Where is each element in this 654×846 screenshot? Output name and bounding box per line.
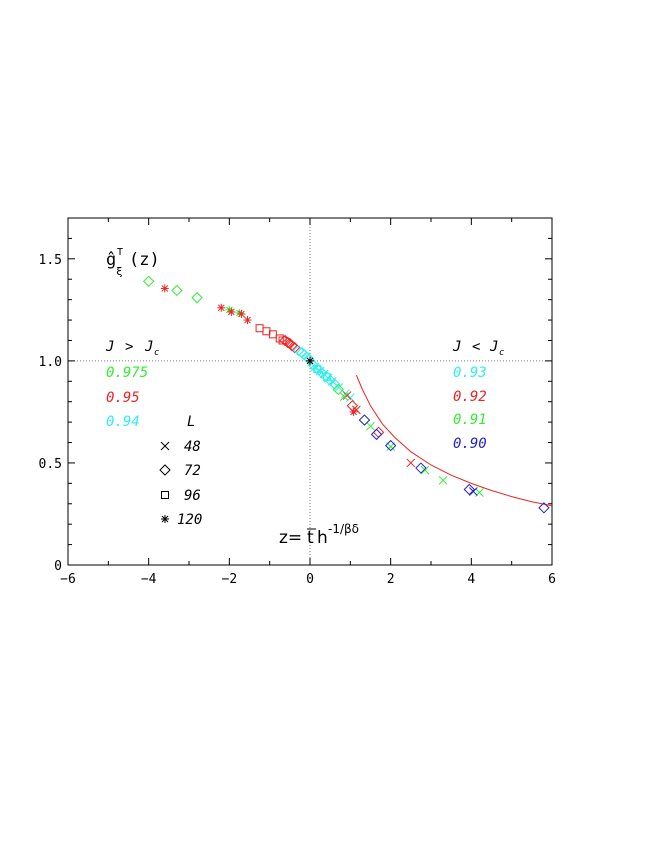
data-point [279, 334, 291, 347]
data-point [339, 392, 349, 401]
legend-left: J > J c 0.975 0.95 0.94 [105, 339, 159, 430]
data-point [349, 407, 358, 416]
data-point [243, 316, 252, 325]
y-label-main: ĝ [106, 250, 116, 270]
data-point [142, 275, 155, 287]
legend-right: J < J c 0.93 0.92 0.91 0.90 [452, 339, 504, 452]
x-tick-label: 4 [467, 572, 475, 587]
y-tick-label: 0.5 [39, 457, 62, 472]
x-tick-label: −2 [222, 572, 238, 587]
legend-left-2: 0.94 [106, 414, 140, 430]
y-label-sub: ξ [116, 265, 123, 278]
data-point [329, 378, 341, 391]
data-point [315, 366, 325, 376]
data-point [415, 462, 427, 474]
x-tick-label: 2 [387, 572, 395, 587]
legend-right-0: 0.93 [453, 365, 487, 381]
x-tick-label: 0 [306, 572, 314, 587]
y-label-arg: (z) [129, 250, 160, 270]
legend-right-3: 0.90 [453, 436, 487, 452]
x-label-h: h [317, 528, 328, 548]
data-point [322, 373, 331, 382]
data-point [275, 334, 284, 343]
data-point [286, 339, 298, 352]
data-point [332, 383, 344, 396]
data-point [306, 356, 314, 365]
legend-marker-star [161, 515, 169, 523]
data-point [268, 330, 277, 339]
legend-right-Jc: J [489, 339, 498, 355]
data-point [237, 309, 246, 318]
axis-ticks [67, 217, 553, 566]
data-point [468, 487, 478, 496]
legend-left-Jc: J [144, 339, 153, 355]
data-point [372, 426, 385, 439]
data-point [292, 344, 305, 357]
legend-L-label-1: 72 [184, 463, 201, 479]
data-point [342, 391, 352, 400]
x-label-t: t [307, 528, 314, 548]
legend-left-sub: c [154, 348, 159, 358]
data-point [370, 428, 383, 441]
legend-L-label-2: 96 [184, 488, 201, 504]
data-point [358, 414, 371, 426]
legend-right-J: J [452, 339, 461, 355]
legend-right-2: 0.91 [453, 412, 487, 428]
data-point [438, 475, 448, 485]
data-point [217, 303, 226, 312]
reference-lines [68, 218, 552, 565]
legend-marker-cross [160, 441, 170, 451]
x-tick-label: 6 [548, 572, 556, 587]
y-tick-label: 1.5 [39, 253, 62, 268]
legend-left-1: 0.95 [106, 390, 140, 406]
data-point [255, 324, 264, 333]
data-point [366, 421, 375, 431]
legend-left-J: J [105, 339, 114, 355]
data-point [406, 458, 416, 468]
data-point [313, 365, 322, 374]
x-label-left: z= [279, 528, 302, 548]
y-tick-label: 1.0 [39, 355, 62, 370]
legend-marker-diamond [159, 464, 171, 476]
legend-L: L 48 72 96 120 [159, 414, 202, 528]
data-point [420, 465, 430, 475]
data-points [142, 275, 550, 514]
data-point [160, 284, 169, 293]
data-point [278, 336, 287, 345]
legend-right-rel: < [472, 339, 480, 355]
data-point [171, 284, 183, 297]
data-point [262, 327, 271, 336]
legend-L-label-3: 120 [177, 512, 202, 528]
legend-right-1: 0.92 [453, 389, 487, 405]
x-tick-label: −4 [141, 572, 157, 587]
data-point [538, 502, 550, 514]
data-point [227, 307, 236, 316]
y-label-sup: T [117, 247, 123, 258]
data-point [324, 374, 336, 386]
legend-L-label-0: 48 [184, 439, 201, 455]
legend-right-sub: c [499, 348, 504, 358]
data-point [327, 376, 337, 386]
legend-marker-square [161, 491, 169, 499]
x-tick-label: −6 [60, 572, 76, 587]
legend-left-rel: > [125, 339, 133, 355]
y-axis-label: ĝ ξ T (z) [106, 247, 160, 278]
y-tick-label: 0 [54, 559, 62, 574]
data-point [463, 483, 476, 496]
axis-tick-labels: −6 −4 −2 0 2 4 6 0 0.5 1.0 1.5 [39, 253, 556, 587]
legend-left-0: 0.975 [106, 365, 148, 381]
data-point [310, 362, 320, 372]
legend-L-title: L [187, 414, 195, 430]
data-point [384, 439, 397, 452]
fit-curve [355, 375, 553, 507]
x-axis-label: z= t h -1/βδ [279, 522, 359, 548]
data-point [191, 291, 203, 304]
x-label-sup: -1/βδ [328, 522, 359, 536]
